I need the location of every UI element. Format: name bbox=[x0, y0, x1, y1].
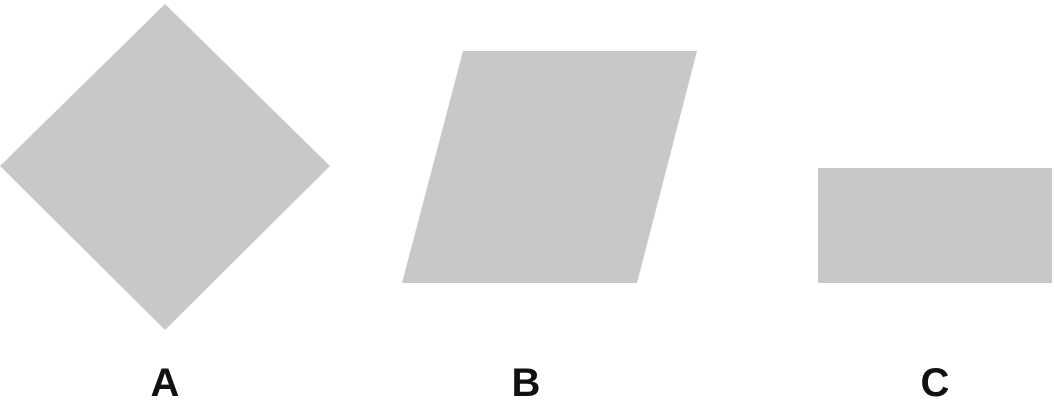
shape-a-square bbox=[0, 4, 330, 330]
label-a: A bbox=[151, 361, 180, 405]
label-b: B bbox=[512, 361, 541, 405]
shape-c-rectangle bbox=[818, 168, 1052, 283]
shape-b-parallelogram bbox=[402, 51, 697, 283]
label-c: C bbox=[921, 361, 950, 405]
